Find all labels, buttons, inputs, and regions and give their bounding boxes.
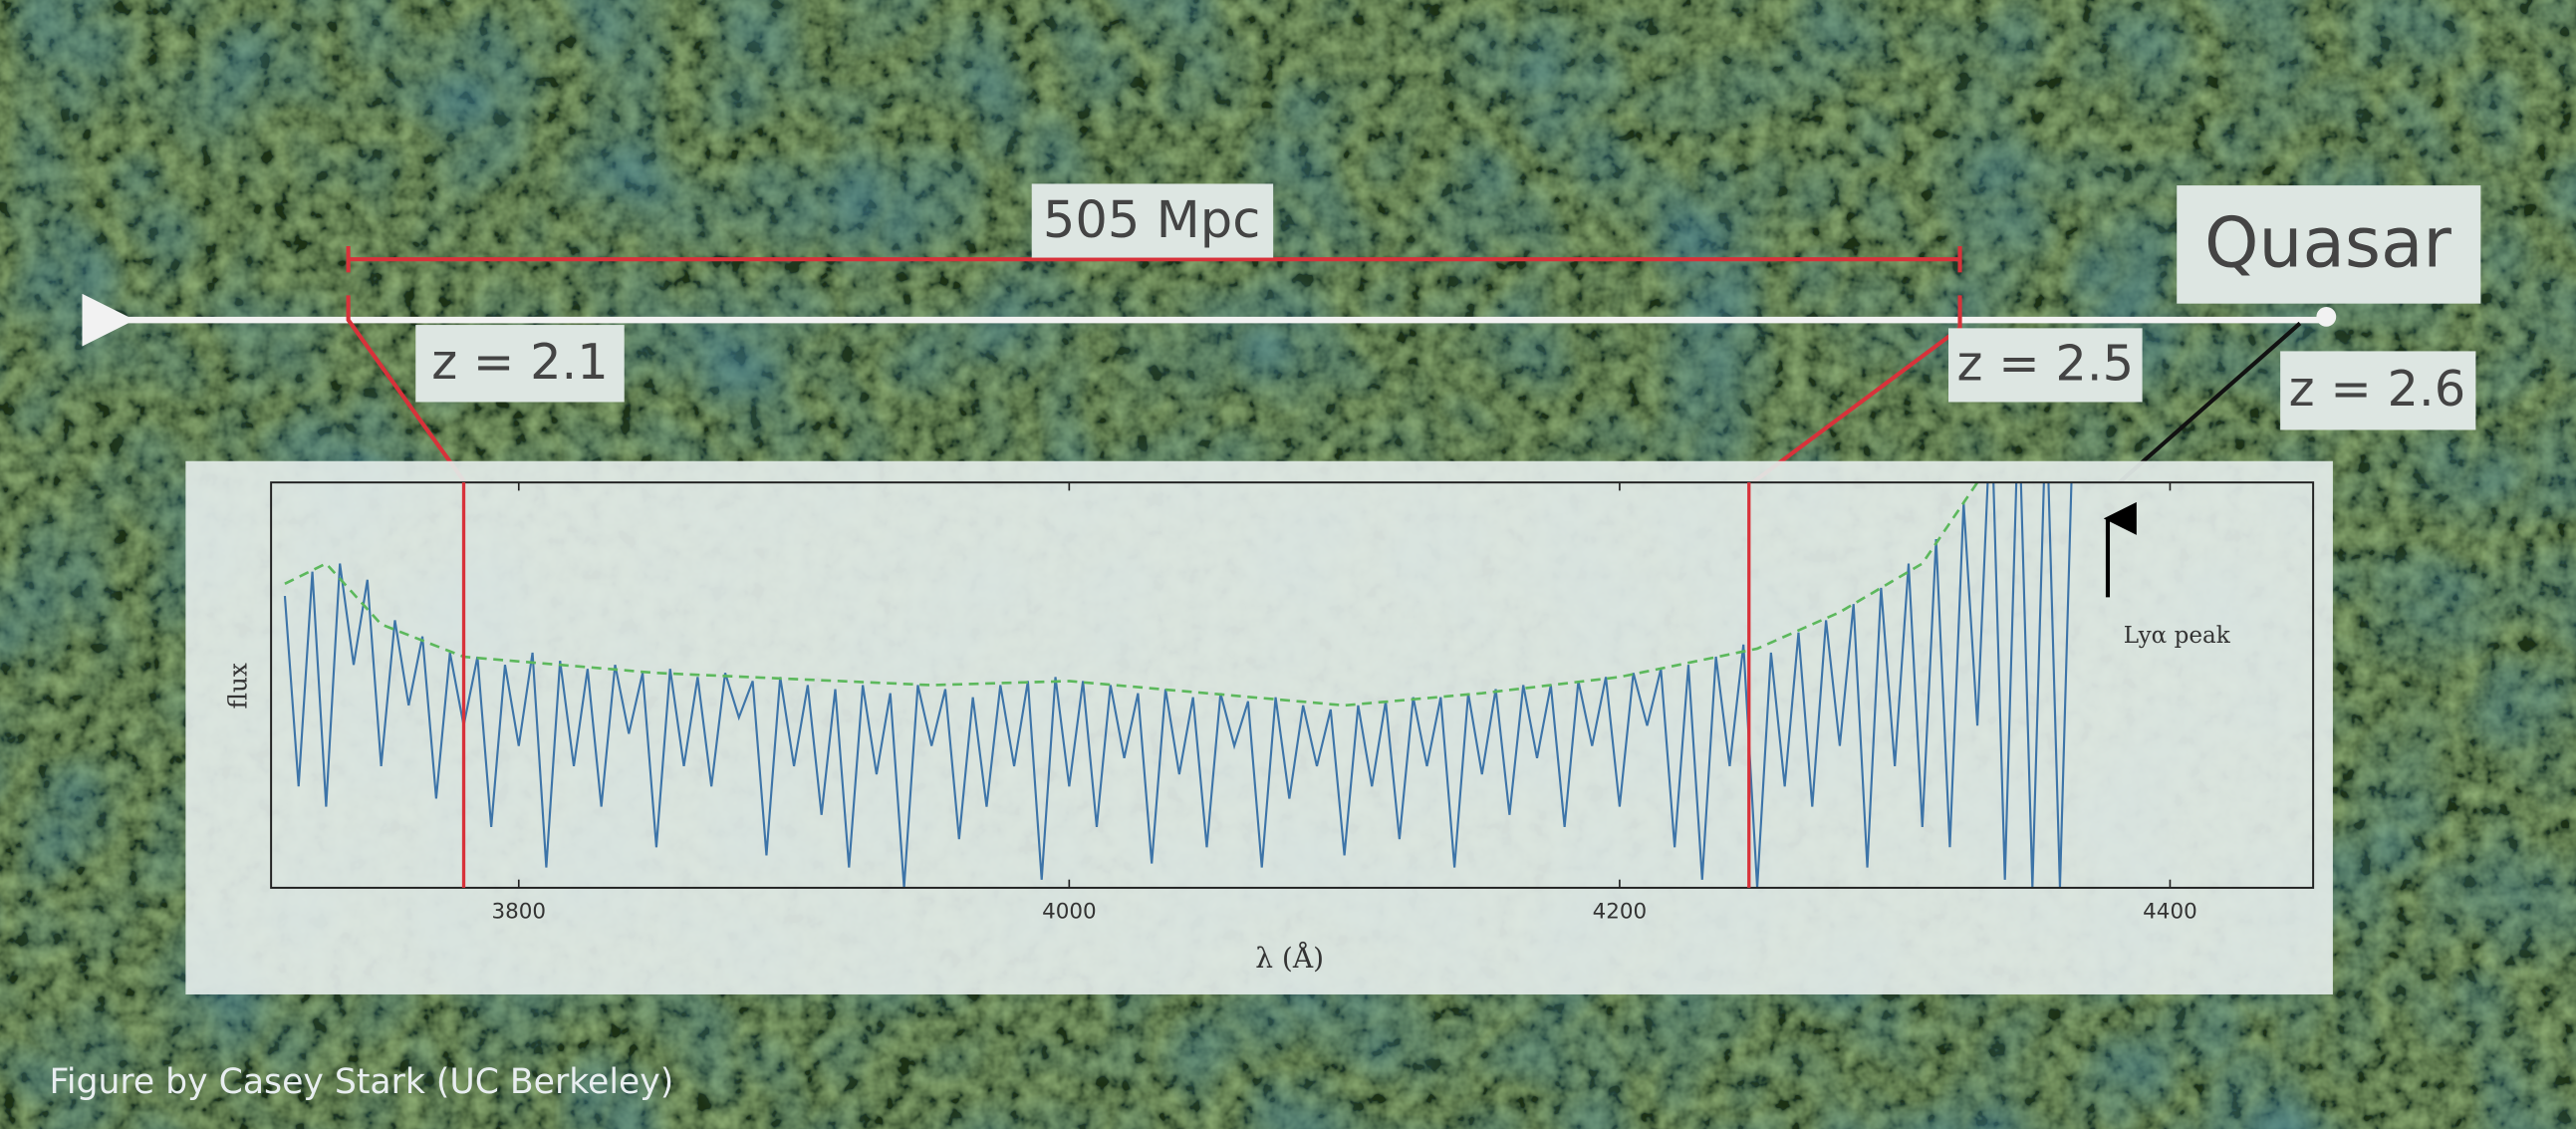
flux-line (283, 482, 2073, 888)
quasar-dot (2316, 306, 2337, 327)
credit: Figure by Casey Stark (UC Berkeley) (49, 1062, 673, 1102)
plot (283, 482, 2073, 888)
distance-bracket (346, 246, 1962, 484)
plot-panel (185, 460, 2333, 994)
label-box (2177, 185, 2481, 304)
x-tick-label: 3800 (492, 900, 547, 925)
x-tick-label: 4000 (1042, 900, 1097, 925)
x-tick-label: 4400 (2143, 900, 2197, 925)
label-box (1947, 328, 2143, 403)
source-z-label: z = 2.6 (2289, 360, 2466, 418)
label-box (2280, 351, 2476, 430)
continuum-line (284, 482, 1979, 707)
x-tick-label: 4200 (1593, 900, 1648, 925)
source-label: Quasar (2204, 204, 2451, 284)
plot-frame (270, 481, 2315, 889)
redshift-label: z = 2.1 (431, 333, 609, 391)
peak-label: Lyα peak (2124, 623, 2231, 649)
redshift-label: z = 2.5 (1957, 335, 2135, 393)
label-box (415, 325, 625, 403)
y-axis-label: flux (223, 663, 252, 708)
series-group (283, 482, 2073, 888)
distance-label: 505 Mpc (1043, 191, 1260, 250)
x-axis-label: λ (Å) (1255, 942, 1324, 975)
quasar-pointer (2118, 321, 2302, 484)
label-box (1031, 183, 1274, 258)
